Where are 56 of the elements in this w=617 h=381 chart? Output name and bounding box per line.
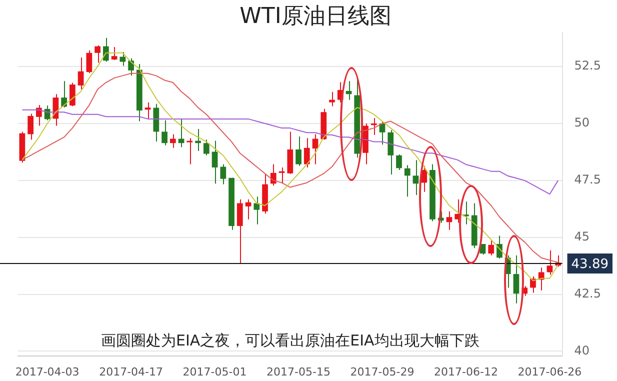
candlestick [170, 134, 176, 148]
x-tick-label: 2017-05-01 [182, 365, 247, 378]
candlestick [212, 140, 218, 184]
candlestick [312, 134, 318, 165]
candlestick [296, 136, 302, 166]
candlestick [412, 160, 419, 196]
candlestick [287, 131, 294, 174]
candlestick [404, 164, 410, 198]
candlestick [488, 240, 494, 256]
candlestick [513, 254, 520, 304]
y-tick-label: 47.5 [574, 172, 601, 187]
candlestick [446, 210, 452, 230]
x-tick-label: 2017-05-15 [266, 365, 330, 378]
candlestick [144, 102, 151, 120]
candlestick [546, 250, 553, 276]
candlestick [61, 80, 67, 108]
ref-line-label: 43.89 [571, 256, 608, 272]
y-tick-label: 40 [574, 343, 590, 358]
candlestick [70, 82, 76, 107]
x-tick-label: 2017-04-03 [15, 365, 80, 378]
y-tick-label: 42.5 [574, 286, 601, 300]
candlestick [186, 138, 193, 165]
candlestick [254, 196, 260, 225]
candlestick [78, 56, 84, 90]
candlestick [86, 50, 92, 74]
candlestick [111, 46, 118, 60]
candlestick [530, 276, 536, 294]
candlestick [236, 198, 243, 264]
candlestick [370, 118, 377, 136]
x-tick-label: 2017-06-12 [434, 365, 498, 378]
candlestick [153, 103, 160, 142]
candlestick [388, 130, 394, 176]
y-tick-label: 50 [574, 116, 590, 130]
y-tick-label: 45 [574, 229, 590, 244]
candlestick [195, 128, 201, 152]
candlestick [396, 154, 402, 170]
candlestick [245, 198, 252, 220]
x-tick-label: 2017-06-26 [518, 365, 582, 378]
candlestick [220, 164, 226, 185]
candlestick [128, 58, 134, 76]
candlestick [28, 113, 34, 140]
candlestick [102, 37, 109, 62]
candlestick [304, 138, 310, 168]
candlestick [496, 235, 502, 260]
candlestick [270, 164, 276, 186]
x-tick-label: 2017-05-29 [350, 365, 414, 378]
candlestick [94, 44, 100, 64]
candlestick [329, 91, 335, 107]
candlestick [120, 51, 126, 66]
candlestick [203, 139, 210, 156]
candlestick [36, 104, 42, 126]
candlestick [162, 120, 168, 146]
y-tick-label: 52.5 [574, 58, 601, 73]
x-tick-label: 2017-04-17 [99, 365, 164, 378]
annotation: 画圆圈处为EIA之夜，可以看出原油在EIA均出现大幅下跌 [100, 332, 480, 350]
chart-title: WTI原油日线图 [240, 4, 392, 29]
